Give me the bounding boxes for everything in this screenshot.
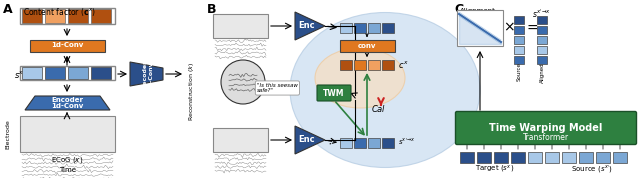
- Polygon shape: [130, 62, 163, 86]
- Text: Transformer: Transformer: [523, 132, 569, 142]
- FancyBboxPatch shape: [537, 16, 547, 24]
- FancyBboxPatch shape: [562, 152, 576, 163]
- FancyBboxPatch shape: [68, 9, 88, 23]
- FancyBboxPatch shape: [354, 23, 366, 33]
- Text: $\mathit{Cal}$: $\mathit{Cal}$: [371, 103, 387, 114]
- FancyBboxPatch shape: [354, 138, 366, 148]
- Text: 1d-Conv: 1d-Conv: [51, 42, 84, 48]
- FancyBboxPatch shape: [494, 152, 508, 163]
- FancyBboxPatch shape: [22, 67, 42, 79]
- Text: ECoG ($x$): ECoG ($x$): [51, 155, 84, 165]
- FancyBboxPatch shape: [613, 152, 627, 163]
- Text: Enc: Enc: [299, 22, 316, 30]
- FancyBboxPatch shape: [537, 36, 547, 44]
- FancyBboxPatch shape: [45, 67, 65, 79]
- FancyBboxPatch shape: [579, 152, 593, 163]
- FancyBboxPatch shape: [596, 152, 610, 163]
- Text: Decoder
1d-ConvT: Decoder 1d-ConvT: [143, 57, 154, 90]
- Polygon shape: [25, 96, 110, 110]
- Text: Time Warping Model: Time Warping Model: [490, 123, 603, 133]
- FancyBboxPatch shape: [317, 85, 351, 101]
- FancyBboxPatch shape: [514, 46, 524, 54]
- FancyBboxPatch shape: [368, 60, 380, 70]
- Text: $c^x$: $c^x$: [398, 59, 408, 69]
- FancyBboxPatch shape: [528, 152, 542, 163]
- FancyBboxPatch shape: [340, 40, 395, 52]
- FancyBboxPatch shape: [340, 60, 352, 70]
- FancyBboxPatch shape: [340, 138, 352, 148]
- Text: "Is this seesaw
safe?": "Is this seesaw safe?": [257, 83, 298, 93]
- FancyBboxPatch shape: [382, 60, 394, 70]
- Text: C: C: [454, 3, 463, 16]
- Text: Target ($s^x$): Target ($s^x$): [476, 164, 515, 175]
- Text: $s^x$: $s^x$: [14, 69, 24, 80]
- Text: A: A: [3, 3, 13, 16]
- Text: Trial  $x$: Trial $x$: [223, 12, 249, 21]
- Text: $s^{x'\!\to\!x}$: $s^{x'\!\to\!x}$: [398, 137, 415, 147]
- FancyBboxPatch shape: [514, 56, 524, 64]
- FancyBboxPatch shape: [22, 9, 42, 23]
- Text: Time: Time: [59, 167, 76, 173]
- FancyBboxPatch shape: [91, 67, 111, 79]
- FancyBboxPatch shape: [368, 138, 380, 148]
- FancyBboxPatch shape: [511, 152, 525, 163]
- Text: Trial  $x'$: Trial $x'$: [223, 126, 251, 136]
- Text: Source ($s^{x'}$): Source ($s^{x'}$): [571, 163, 613, 175]
- FancyBboxPatch shape: [514, 26, 524, 34]
- FancyBboxPatch shape: [213, 14, 268, 38]
- Text: Aligned: Aligned: [540, 62, 545, 83]
- Text: conv: conv: [358, 43, 376, 49]
- FancyBboxPatch shape: [537, 46, 547, 54]
- FancyBboxPatch shape: [514, 36, 524, 44]
- FancyBboxPatch shape: [537, 56, 547, 64]
- FancyBboxPatch shape: [537, 26, 547, 34]
- Text: Reconstruction ($\hat{x}$): Reconstruction ($\hat{x}$): [187, 62, 196, 121]
- Text: $\times$: $\times$: [503, 20, 515, 34]
- FancyBboxPatch shape: [382, 23, 394, 33]
- Text: $=$: $=$: [524, 20, 538, 34]
- Polygon shape: [295, 12, 325, 40]
- Text: $s^{x'\!\to\!x}$: $s^{x'\!\to\!x}$: [532, 8, 552, 20]
- Text: B: B: [207, 3, 216, 16]
- Ellipse shape: [290, 12, 480, 167]
- FancyBboxPatch shape: [477, 152, 491, 163]
- Polygon shape: [295, 126, 325, 154]
- FancyBboxPatch shape: [457, 10, 503, 46]
- FancyBboxPatch shape: [368, 23, 380, 33]
- Text: Electrode: Electrode: [6, 119, 10, 149]
- FancyBboxPatch shape: [20, 116, 115, 152]
- FancyBboxPatch shape: [514, 16, 524, 24]
- FancyBboxPatch shape: [30, 40, 105, 52]
- Text: Alignment: Alignment: [460, 8, 496, 14]
- FancyBboxPatch shape: [456, 111, 637, 145]
- FancyBboxPatch shape: [460, 152, 474, 163]
- FancyBboxPatch shape: [45, 9, 65, 23]
- FancyBboxPatch shape: [340, 23, 352, 33]
- FancyBboxPatch shape: [545, 152, 559, 163]
- FancyBboxPatch shape: [354, 60, 366, 70]
- Text: Content factor ($\mathbf{c}^x$): Content factor ($\mathbf{c}^x$): [23, 6, 96, 18]
- FancyBboxPatch shape: [91, 9, 111, 23]
- Circle shape: [221, 60, 265, 104]
- Ellipse shape: [315, 48, 405, 108]
- FancyBboxPatch shape: [213, 128, 268, 152]
- Text: Enc: Enc: [299, 135, 316, 145]
- Text: Encoder
1d-Conv: Encoder 1d-Conv: [51, 96, 84, 109]
- Text: Source: Source: [516, 62, 522, 81]
- FancyBboxPatch shape: [382, 138, 394, 148]
- Text: TWM: TWM: [323, 88, 345, 98]
- FancyBboxPatch shape: [68, 67, 88, 79]
